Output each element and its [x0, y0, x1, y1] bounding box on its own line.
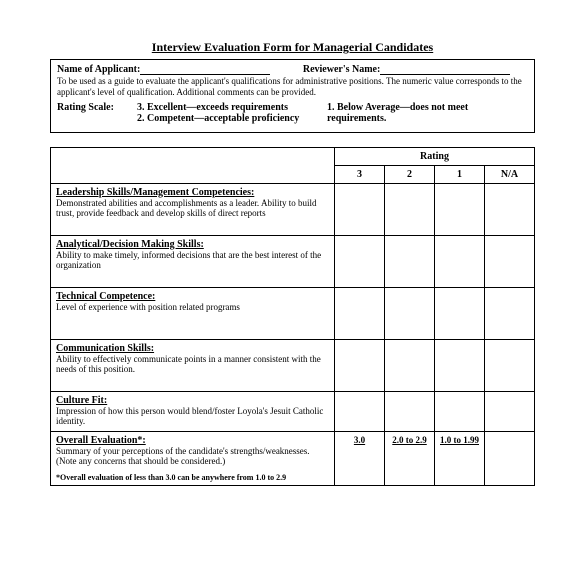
reviewer-underline: [380, 65, 510, 75]
scale-label: Rating Scale:: [57, 102, 137, 124]
rating-header-blank: [51, 147, 335, 183]
scale-2: 2. Competent—acceptable proficiency: [137, 113, 327, 124]
rating-cell[interactable]: [385, 183, 435, 235]
criteria-title: Leadership Skills/Management Competencie…: [56, 187, 329, 198]
rating-scale-row: Rating Scale: 3. Excellent—exceeds requi…: [57, 102, 528, 124]
scale-3: 3. Excellent—exceeds requirements: [137, 102, 327, 113]
criteria-desc: Impression of how this person would blen…: [56, 406, 329, 428]
table-row: Technical Competence: Level of experienc…: [51, 287, 535, 339]
scale-1: 1. Below Average—does not meet requireme…: [327, 102, 528, 124]
rating-cell[interactable]: [435, 339, 485, 391]
col-3: 3: [335, 165, 385, 183]
rating-cell[interactable]: [435, 183, 485, 235]
rating-cell[interactable]: [435, 391, 485, 431]
criteria-title: Technical Competence:: [56, 291, 329, 302]
criteria-desc: Ability to make timely, informed decisio…: [56, 250, 329, 272]
criteria-title: Analytical/Decision Making Skills:: [56, 239, 329, 250]
col-na: N/A: [485, 165, 535, 183]
overall-footnote: *Overall evaluation of less than 3.0 can…: [56, 473, 329, 482]
rating-cell[interactable]: [485, 235, 535, 287]
overall-title: Overall Evaluation*:: [56, 435, 329, 446]
overall-row: Overall Evaluation*: Summary of your per…: [51, 431, 535, 486]
table-row: Analytical/Decision Making Skills: Abili…: [51, 235, 535, 287]
table-row: Communication Skills: Ability to effecti…: [51, 339, 535, 391]
criteria-title: Communication Skills:: [56, 343, 329, 354]
rating-cell[interactable]: [385, 287, 435, 339]
overall-desc: Summary of your perceptions of the candi…: [56, 446, 329, 468]
applicant-underline: [140, 65, 270, 75]
col-2: 2: [385, 165, 435, 183]
criteria-desc: Ability to effectively communicate point…: [56, 354, 329, 376]
reviewer-label: Reviewer's Name:: [303, 64, 380, 75]
overall-3: 3.0: [335, 431, 385, 486]
rating-cell[interactable]: [335, 391, 385, 431]
rating-cell[interactable]: [385, 391, 435, 431]
criteria-title: Culture Fit:: [56, 395, 329, 406]
rating-cell[interactable]: [435, 287, 485, 339]
rating-header: Rating: [335, 147, 535, 165]
overall-na: [485, 431, 535, 486]
rating-cell[interactable]: [485, 391, 535, 431]
rating-cell[interactable]: [485, 287, 535, 339]
rating-cell[interactable]: [335, 235, 385, 287]
applicant-label: Name of Applicant:: [57, 64, 140, 75]
rating-cell[interactable]: [335, 287, 385, 339]
rating-cell[interactable]: [435, 235, 485, 287]
criteria-desc: Level of experience with position relate…: [56, 302, 329, 313]
rating-cell[interactable]: [485, 183, 535, 235]
rating-table: Rating 3 2 1 N/A Leadership Skills/Manag…: [50, 147, 535, 487]
overall-1: 1.0 to 1.99: [435, 431, 485, 486]
overall-2: 2.0 to 2.9: [385, 431, 435, 486]
table-row: Leadership Skills/Management Competencie…: [51, 183, 535, 235]
header-box: Name of Applicant: Reviewer's Name: To b…: [50, 59, 535, 133]
criteria-desc: Demonstrated abilities and accomplishmen…: [56, 198, 329, 220]
rating-cell[interactable]: [385, 235, 435, 287]
table-row: Culture Fit: Impression of how this pers…: [51, 391, 535, 431]
rating-cell[interactable]: [385, 339, 435, 391]
col-1: 1: [435, 165, 485, 183]
header-description: To be used as a guide to evaluate the ap…: [57, 76, 528, 98]
rating-cell[interactable]: [335, 339, 385, 391]
form-title: Interview Evaluation Form for Managerial…: [50, 40, 535, 55]
rating-cell[interactable]: [485, 339, 535, 391]
rating-cell[interactable]: [335, 183, 385, 235]
